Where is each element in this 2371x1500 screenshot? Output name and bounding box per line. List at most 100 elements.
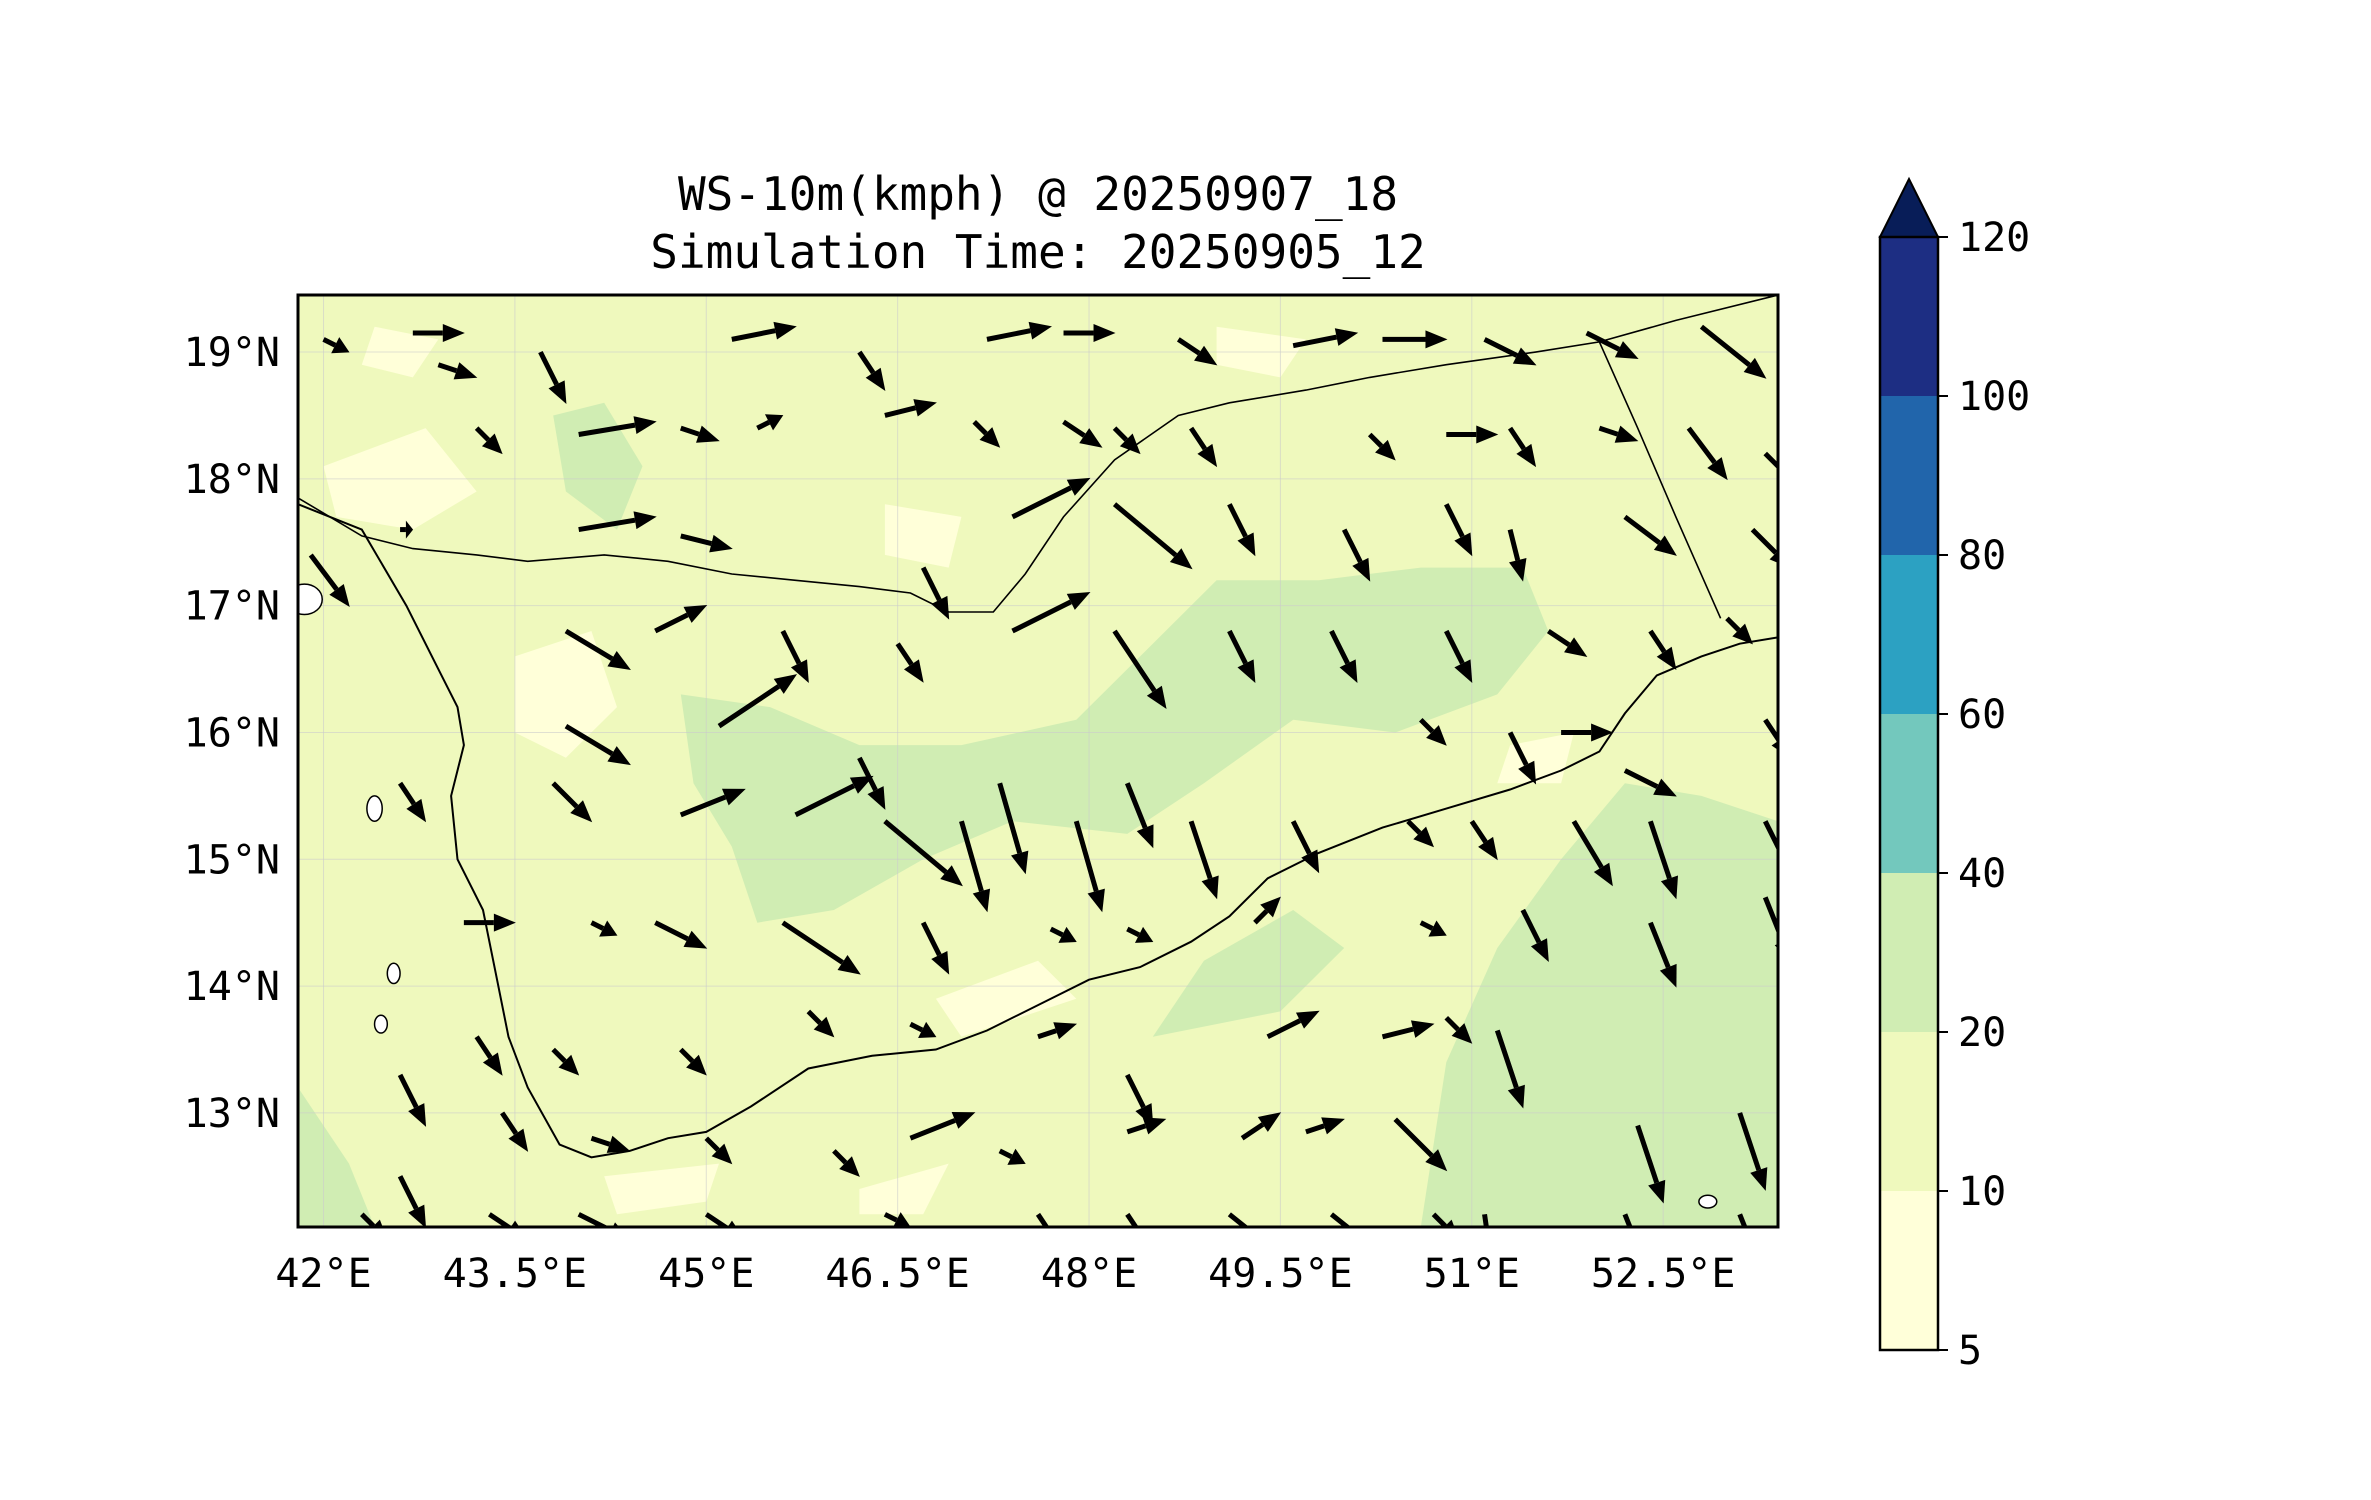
wind-vector [1037, 1022, 1077, 1040]
wind-vector [1073, 820, 1105, 913]
colorbar-band [1880, 237, 1938, 396]
wind-vector [1126, 1117, 1167, 1135]
wind-region-20-40-4 [298, 1087, 375, 1227]
wind-vector [1444, 503, 1473, 557]
wind-vector [578, 416, 657, 437]
longitude-axis: 42°E 43.5°E 45°E 46.5°E 48°E 49.5°E 51°E 52.5°E [275, 1251, 1735, 1297]
wind-vector [1419, 920, 1447, 937]
wind-vector [474, 426, 503, 455]
wind-vector [400, 520, 414, 539]
wind-vector [959, 820, 991, 913]
wind-vector [1446, 425, 1499, 444]
wind-vector [895, 642, 924, 683]
latitude-axis: 13°N 14°N 15°N 16°N 17°N 18°N 19°N [184, 330, 280, 1137]
wind-vector [883, 819, 963, 887]
wind-vector [1737, 1213, 1748, 1227]
wind-vector [680, 533, 733, 553]
wind-vector [1011, 477, 1091, 520]
wind-vector [463, 913, 516, 932]
wind-vector [756, 414, 784, 431]
wind-vector [679, 788, 746, 818]
wind-vector [500, 1111, 529, 1152]
colorbar-band [1880, 1032, 1938, 1191]
lon-tick-label: 48°E [1041, 1251, 1137, 1297]
lon-tick-label: 46.5°E [825, 1251, 970, 1297]
wind-vector [474, 1035, 503, 1076]
island [1698, 1194, 1718, 1209]
wind-region-5-10-6 [604, 1163, 719, 1215]
wind-vectors [308, 321, 1778, 1227]
wind-vector [1049, 926, 1077, 943]
colorbar: 5 10 20 40 60 80 100 120 [1878, 176, 2030, 1374]
wind-vector [1382, 330, 1448, 349]
wind-vector [998, 1148, 1026, 1165]
wind-vector [551, 781, 593, 823]
wind-vector [397, 781, 427, 823]
wind-vector [564, 723, 631, 766]
wind-vector [884, 399, 937, 418]
wind-vector [1124, 782, 1154, 849]
title-line-2: Simulation Time: 20250905_12 [650, 225, 1425, 279]
island [373, 1014, 389, 1034]
colorbar-tick-label: 80 [1958, 533, 2006, 579]
wind-vector [1329, 1212, 1352, 1227]
wind-vector [780, 629, 809, 684]
coastline [298, 503, 1778, 1159]
wind-vector [1189, 426, 1218, 468]
wind-vector [1622, 1213, 1633, 1227]
wind-vector [1188, 820, 1219, 900]
colorbar-band [1880, 396, 1938, 555]
colorbar-tick-label: 100 [1958, 374, 2030, 420]
island [298, 583, 323, 616]
wind-vector [731, 321, 797, 342]
colorbar-band [1880, 873, 1938, 1032]
wind-vector [1598, 425, 1639, 443]
wind-vector [1699, 324, 1767, 379]
wind-vector [1561, 723, 1614, 742]
lat-tick-label: 13°N [184, 1091, 280, 1137]
lon-tick-label: 51°E [1424, 1251, 1520, 1297]
wind-vector [1125, 1212, 1139, 1227]
island [386, 962, 401, 985]
wind-vector [1367, 432, 1396, 461]
wind-vector [1305, 1117, 1345, 1135]
wind-vector [1623, 514, 1677, 556]
lat-tick-label: 14°N [184, 964, 280, 1010]
wind-vector [1112, 426, 1141, 455]
lon-tick-label: 49.5°E [1208, 1251, 1353, 1297]
wind-vector [1507, 528, 1527, 582]
wind-vector [679, 425, 720, 443]
wind-vector [1341, 528, 1371, 582]
wind-vector [883, 1212, 911, 1227]
colorbar-tick-label: 40 [1958, 851, 2006, 897]
wind-vector [1444, 629, 1473, 684]
wind-vector [1063, 324, 1116, 343]
island [366, 795, 383, 822]
wind-vector [1763, 451, 1778, 470]
colorbar-band [1880, 714, 1938, 873]
lat-tick-label: 18°N [184, 457, 280, 503]
wind-region-5-10-2 [884, 504, 962, 568]
wind-vector [397, 1175, 426, 1227]
wind-vector [678, 1047, 707, 1076]
wind-vector [590, 920, 618, 937]
wind-vector [1648, 921, 1677, 988]
low-wind-regions [323, 326, 1574, 1215]
map-frame [296, 293, 1780, 1229]
wind-vector [909, 1021, 937, 1039]
wind-vector [1546, 628, 1588, 658]
wind-vector [1418, 718, 1447, 746]
wind-vector [920, 921, 950, 975]
coastlines-and-borders [298, 295, 1778, 1209]
wind-vector [1483, 337, 1537, 366]
wind-vector [1763, 820, 1778, 853]
wind-vector [1469, 819, 1498, 861]
wind-vector [590, 1135, 631, 1153]
wind-vector [857, 756, 886, 810]
wind-vector [997, 782, 1029, 875]
wind-vector [1623, 768, 1677, 797]
wind-vector [360, 1212, 383, 1227]
wind-vector [654, 920, 708, 949]
wind-vector [1112, 502, 1193, 570]
wind-vector [1290, 820, 1320, 874]
